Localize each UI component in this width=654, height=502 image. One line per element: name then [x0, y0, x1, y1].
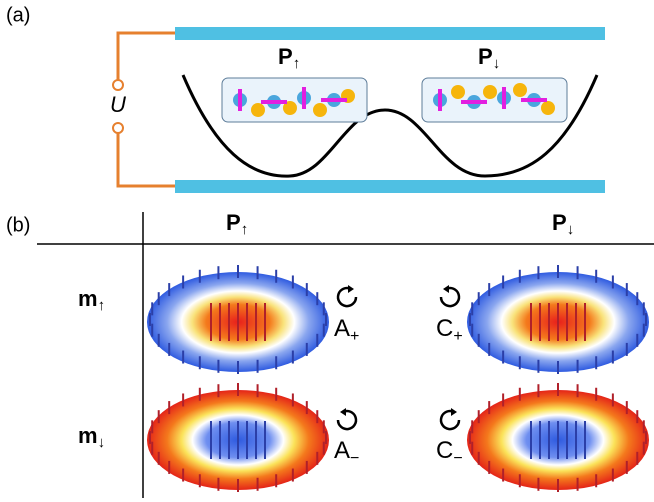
atom	[251, 103, 265, 117]
state-label: P↑	[278, 44, 300, 72]
atom	[313, 103, 327, 117]
column-label: P↓	[552, 210, 574, 238]
rotation-arrowhead	[451, 408, 457, 416]
column-label: P↑	[226, 210, 248, 238]
rotation-icon	[441, 411, 459, 429]
wire	[118, 33, 175, 80]
row-label: m↑	[78, 286, 105, 314]
row-label: m↓	[78, 423, 105, 451]
mode-label: A+	[334, 315, 359, 345]
wire	[118, 132, 175, 186]
mode-label: C−	[436, 437, 463, 467]
rotation-arrowhead	[348, 285, 354, 293]
plate	[175, 27, 605, 40]
rotation-arrowhead	[443, 285, 449, 293]
atom	[451, 85, 465, 99]
rotation-icon	[338, 288, 356, 306]
plate	[175, 180, 605, 193]
rotation-arrowhead	[340, 408, 346, 416]
mode-label: C+	[436, 315, 463, 345]
terminal	[113, 123, 123, 133]
atom	[513, 83, 527, 97]
atom	[483, 85, 497, 99]
rotation-icon	[338, 411, 356, 429]
figure: (a) U P↑ P↓ (b) P↑ P↓ m↑ m↓ A+ C+ A− C−	[0, 0, 654, 502]
mode-label: A−	[334, 437, 359, 467]
panel-label: (a)	[6, 4, 30, 26]
voltage-label: U	[110, 92, 126, 117]
rotation-icon	[441, 288, 459, 306]
panel-label: (b)	[6, 214, 30, 236]
terminal	[113, 80, 123, 90]
state-label: P↓	[478, 44, 500, 72]
atom	[541, 101, 555, 115]
